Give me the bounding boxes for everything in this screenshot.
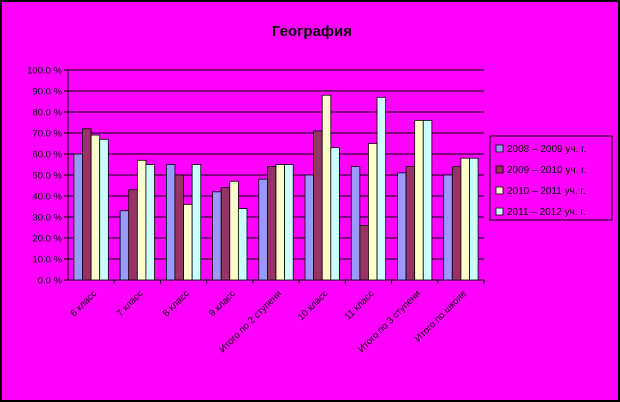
bar	[258, 178, 268, 281]
bar	[174, 174, 184, 281]
bar	[304, 174, 315, 281]
bar	[414, 120, 424, 281]
x-tick-label: 6 класс	[68, 288, 99, 319]
bar	[443, 174, 453, 281]
bar	[145, 164, 155, 281]
bar	[350, 166, 361, 281]
y-tick-label: 30.0 %	[32, 213, 62, 224]
x-tick-label: 8 класс	[161, 288, 192, 319]
bar	[422, 120, 433, 281]
bar	[183, 203, 193, 281]
y-tick-label: 90.0 %	[32, 87, 62, 98]
y-tick-label: 50.0 %	[32, 171, 62, 182]
y-tick-label: 20.0 %	[32, 234, 62, 245]
bar	[220, 187, 231, 281]
bar	[82, 128, 92, 281]
bar	[313, 130, 323, 281]
bar	[128, 189, 138, 281]
legend-swatch	[495, 144, 504, 153]
legend-label: 2010 – 2011 уч. г.	[507, 186, 586, 197]
legend-label: 2011 – 2012 уч. г.	[507, 207, 586, 218]
bar	[165, 164, 176, 281]
bar	[229, 180, 239, 281]
plot-area: 0.0 % 10.0 % 20.0 % 30.0 % 40.0 % 50.0 % 60.0 …	[27, 66, 485, 355]
bar	[266, 166, 277, 281]
legend: 2008 – 2009 уч. г. 2009 – 2010 уч. г. 2010…	[489, 135, 613, 221]
bar	[321, 94, 332, 281]
legend-swatch	[495, 165, 504, 174]
bar	[90, 134, 101, 281]
legend-label: 2009 – 2010 уч. г.	[507, 165, 586, 176]
bar	[330, 147, 340, 281]
bar	[284, 164, 294, 281]
chart-title: География	[272, 23, 352, 40]
x-tick-label: 11 класс	[343, 288, 377, 322]
bar	[405, 166, 416, 281]
x-tick-label: 10 класс	[296, 288, 331, 323]
bar	[460, 157, 470, 281]
bar	[275, 164, 286, 281]
bar	[397, 172, 407, 281]
bar	[368, 143, 378, 281]
y-tick-label: 40.0 %	[32, 192, 62, 203]
y-tick-label: 10.0 %	[32, 255, 62, 266]
y-tick-label: 70.0 %	[32, 129, 62, 140]
legend-swatch	[495, 186, 504, 195]
bar	[469, 157, 479, 281]
x-tick-label: 9 класс	[207, 288, 238, 319]
bar	[237, 208, 248, 281]
bar	[119, 210, 130, 281]
bar	[99, 138, 109, 281]
x-tick-label: 7 класс	[115, 288, 146, 319]
y-tick-label: 80.0 %	[32, 108, 62, 119]
bar	[451, 166, 462, 281]
bar	[191, 164, 202, 281]
bar	[73, 153, 83, 281]
bar	[359, 224, 369, 281]
legend-box	[489, 135, 613, 221]
y-tick-label: 60.0 %	[32, 150, 62, 161]
bar	[212, 191, 222, 281]
bar	[136, 159, 147, 281]
y-tick-label: 0.0 %	[38, 276, 63, 287]
bar	[376, 96, 387, 281]
legend-swatch	[495, 207, 504, 216]
legend-label: 2008 – 2009 уч. г.	[507, 144, 586, 155]
y-tick-label: 100.0 %	[27, 66, 62, 77]
